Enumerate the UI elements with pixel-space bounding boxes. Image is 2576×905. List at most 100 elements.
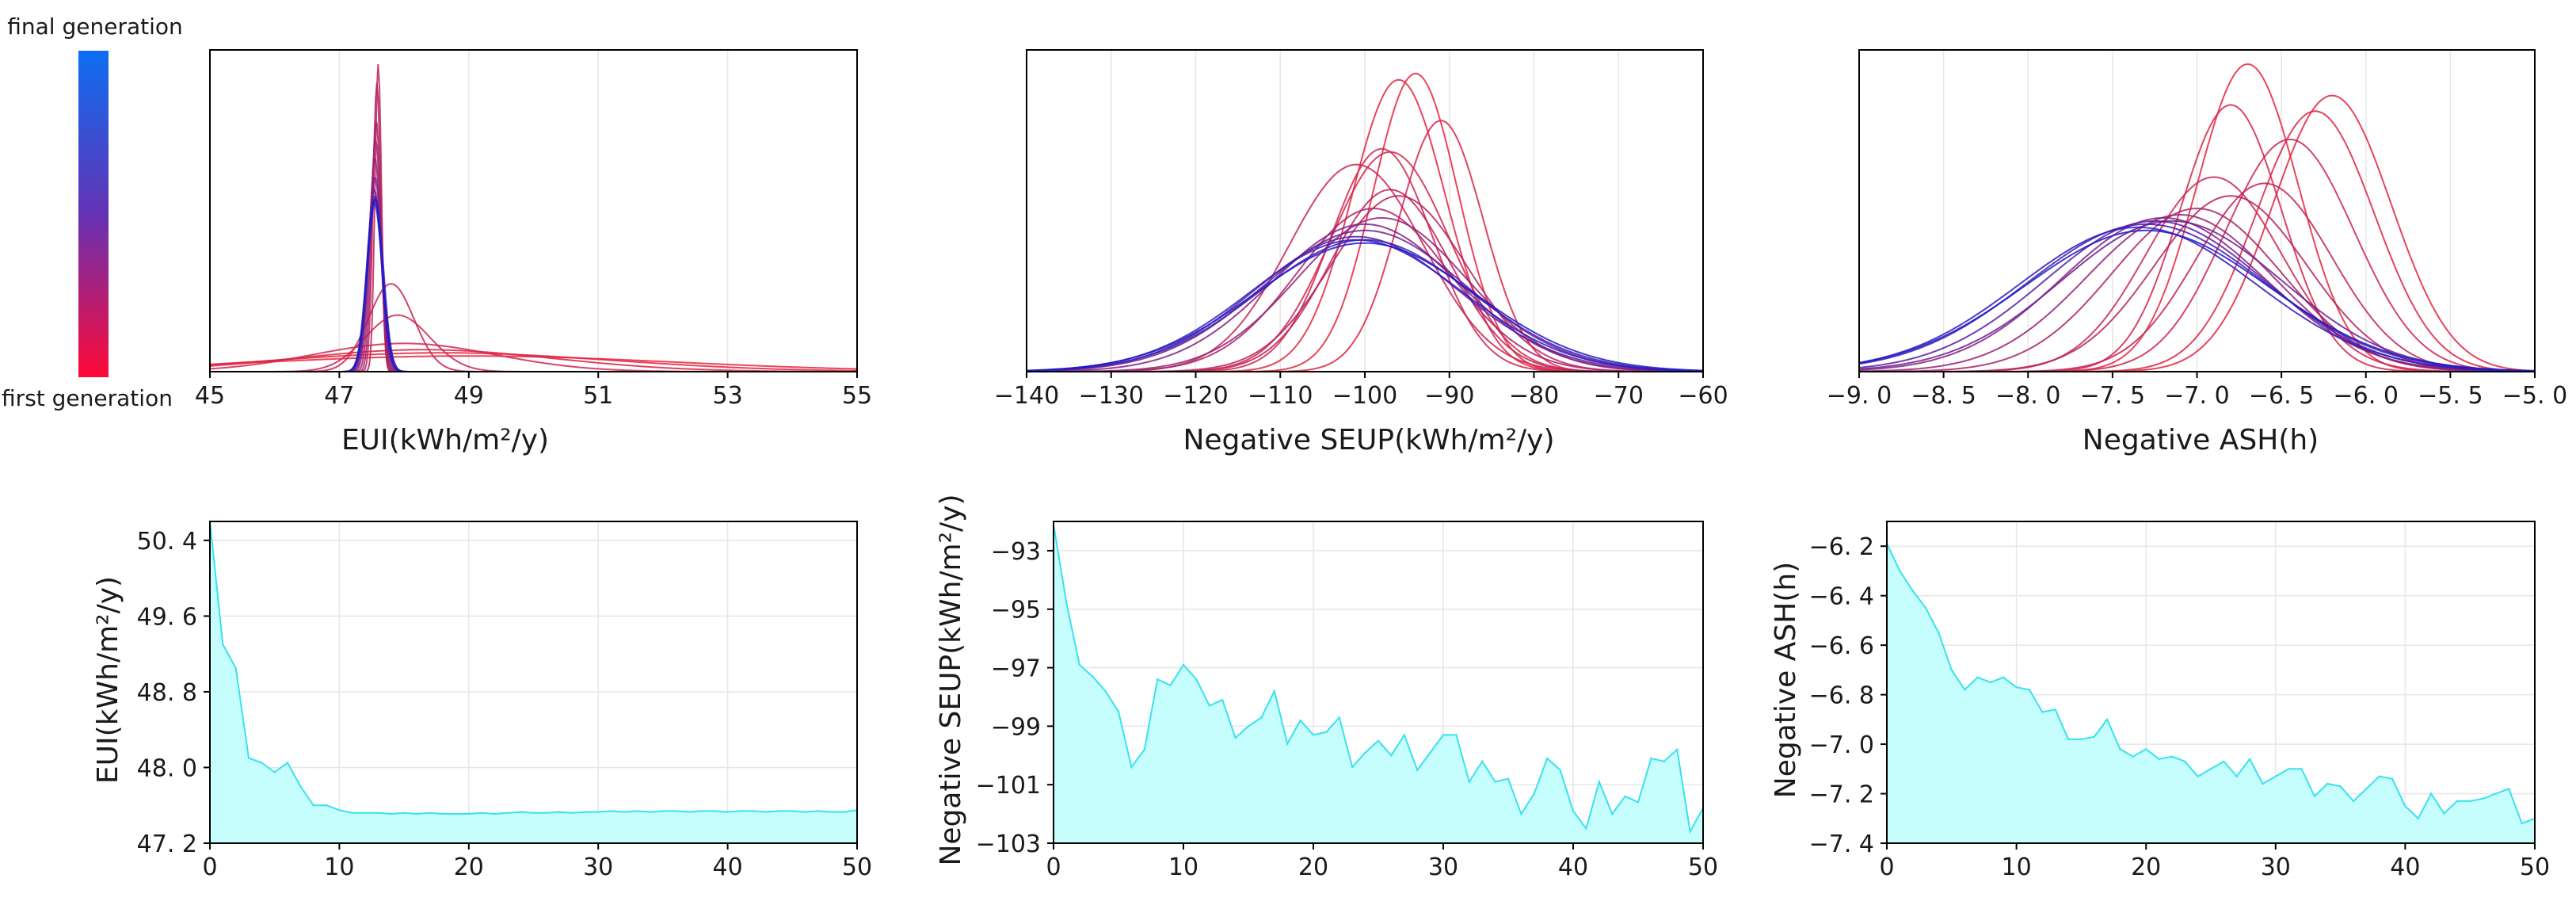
data-point [2288, 768, 2290, 770]
data-point [2391, 777, 2394, 780]
data-point [765, 811, 768, 813]
data-point [2262, 782, 2264, 785]
density-curve [210, 197, 857, 372]
data-point [2132, 755, 2134, 758]
data-point [1416, 769, 1419, 771]
y-tick-label: −95 [991, 597, 1041, 624]
eui-convergence-chart: EUI(kWh/m²/y) 0 10 20 30 40 50 47. 2 48. 0 48. 8… [92, 520, 872, 881]
x-tick-label: 55 [842, 382, 872, 410]
data-point [1377, 739, 1380, 742]
x-tick-label: −7. 0 [2164, 382, 2229, 410]
y-tick-label: 48. 8 [137, 679, 197, 707]
x-tick-label: 0 [202, 853, 217, 881]
y-tick-label: −7. 0 [1809, 731, 1874, 759]
x-tick-label: 30 [583, 853, 613, 881]
data-point [1234, 736, 1237, 739]
density-curve [209, 352, 858, 372]
data-point [1104, 689, 1107, 693]
data-point [325, 804, 328, 807]
data-point [584, 811, 587, 813]
data-point [1208, 705, 1211, 707]
data-point [1429, 751, 1431, 754]
data-point [1299, 719, 1301, 722]
data-point [1312, 734, 1315, 736]
data-point [2417, 817, 2419, 820]
data-point [1455, 734, 1458, 736]
x-tick-label: 47 [324, 382, 354, 410]
dist-eui-curves [209, 63, 858, 372]
data-point [1637, 801, 1640, 804]
y-tick-label: −6. 8 [1809, 682, 1874, 710]
density-curve [210, 200, 857, 372]
dist-ash-grid [1858, 50, 2536, 372]
data-point [791, 810, 794, 812]
x-tick-label: 45 [195, 382, 225, 410]
data-point [843, 811, 845, 813]
y-tick-label: −93 [991, 538, 1041, 566]
data-point [1092, 675, 1094, 678]
data-point [2378, 775, 2380, 777]
density-curve [210, 122, 857, 372]
legend-bottom-label: first generation [2, 385, 173, 411]
data-point [2223, 760, 2225, 763]
dist-ash-curves [1858, 63, 2536, 372]
y-tick-label: 47. 2 [137, 831, 197, 858]
x-tick-label: 20 [1298, 853, 1328, 881]
x-tick-label: −70 [1594, 382, 1644, 410]
x-tick-label: −5. 5 [2418, 382, 2483, 410]
data-point [1585, 827, 1587, 830]
data-point [467, 812, 470, 815]
data-point [661, 810, 665, 812]
dist-eui-grid [209, 50, 858, 372]
x-tick-label: −6. 0 [2334, 382, 2399, 410]
x-tick-label: −80 [1509, 382, 1559, 410]
data-point [2352, 800, 2355, 803]
data-point [261, 762, 263, 764]
conv-ash-frame [1886, 521, 2536, 844]
data-point [739, 810, 742, 812]
data-point [1572, 810, 1575, 812]
data-point [2105, 718, 2109, 720]
data-point [2313, 795, 2316, 797]
x-tick-label: −90 [1424, 382, 1474, 410]
density-curve [210, 314, 857, 372]
data-point [753, 810, 755, 812]
data-point [1676, 748, 1679, 751]
data-point [416, 812, 418, 815]
eui-distribution-chart: EUI(kWh/m²/y) 45 47 49 51 53 55 [195, 49, 872, 456]
x-tick-label: −120 [1163, 382, 1228, 410]
data-point [1976, 676, 1979, 678]
legend-top-label: final generation [7, 13, 183, 40]
data-point [429, 811, 431, 815]
x-tick-label: −9. 0 [1827, 382, 1892, 410]
data-point [2339, 785, 2342, 788]
legend-colorbar [78, 51, 109, 377]
data-point [610, 810, 612, 812]
data-point [2248, 758, 2251, 760]
data-point [700, 810, 703, 812]
seup-distribution-xlabel: Negative SEUP(kWh/m²/y) [1183, 424, 1554, 456]
data-point [1221, 698, 1224, 701]
data-point [1273, 689, 1276, 693]
data-point [1546, 757, 1549, 760]
y-tick-label: −6. 6 [1809, 632, 1874, 660]
data-point [1924, 607, 1927, 609]
data-point [1364, 751, 1366, 754]
density-curve [1026, 242, 1704, 372]
seup-convergence-ylabel: Negative SEUP(kWh/m²/y) [935, 494, 967, 865]
data-point [338, 809, 341, 811]
data-point [2054, 708, 2056, 711]
density-curve [1859, 217, 2535, 372]
x-tick-label: 0 [1879, 853, 1894, 881]
data-point [726, 811, 729, 813]
x-tick-label: 10 [2002, 853, 2032, 881]
data-point [1169, 684, 1172, 686]
data-point [364, 811, 367, 815]
data-point [2300, 768, 2303, 770]
data-point [2041, 711, 2044, 713]
data-point [817, 810, 820, 812]
data-point [1286, 743, 1289, 745]
density-curve [210, 187, 857, 372]
area-line [209, 521, 858, 815]
